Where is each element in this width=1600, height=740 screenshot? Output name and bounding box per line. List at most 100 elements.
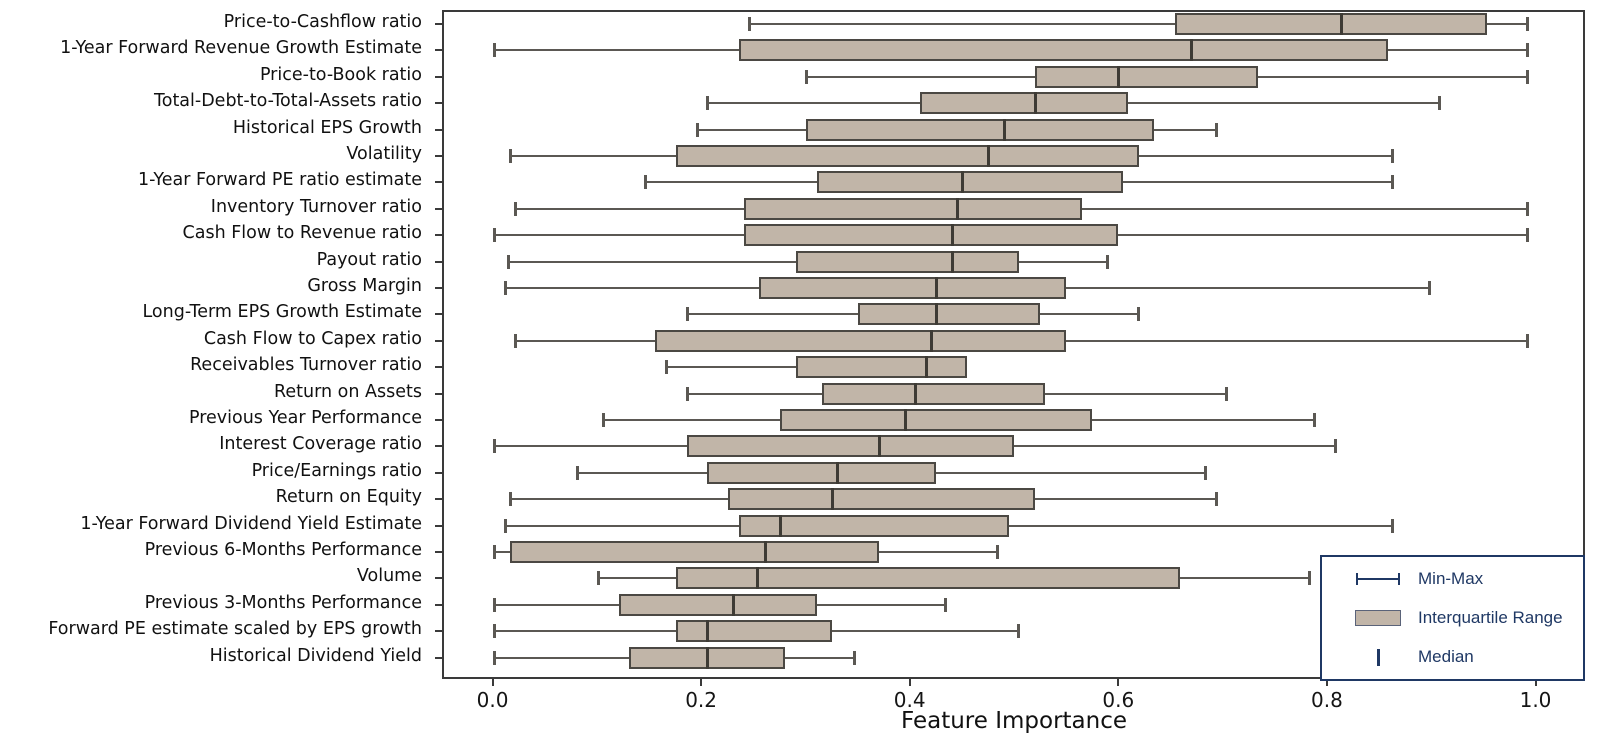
y-tick [435, 551, 442, 553]
legend: Min-Max Interquartile Range Median [1320, 555, 1585, 681]
whisker-cap-max [1526, 69, 1530, 84]
whisker-right [1034, 498, 1217, 501]
whisker-cap-min [503, 518, 507, 533]
whisker-right [1388, 49, 1529, 52]
whisker-cap-min [493, 439, 497, 454]
y-tick [435, 313, 442, 316]
iqr-box [780, 409, 1092, 431]
median-line [706, 646, 710, 669]
y-axis-label: Volume [356, 566, 422, 587]
whisker-left [515, 339, 656, 342]
whisker-cap-min [576, 465, 580, 480]
y-tick [435, 49, 442, 52]
iqr-box [806, 118, 1155, 141]
whisker-right [1180, 577, 1311, 580]
whisker-cap-min [493, 597, 497, 612]
whisker-cap-min [805, 69, 809, 84]
iqr-box [795, 250, 1020, 273]
whisker-cap-min [514, 201, 518, 216]
median-line [831, 488, 835, 511]
whisker-left [494, 49, 739, 52]
y-tick [435, 603, 442, 606]
y-tick [435, 656, 442, 659]
median-line [1002, 118, 1006, 141]
whisker-right [1008, 524, 1394, 527]
y-axis-label: Price-to-Book ratio [259, 64, 422, 85]
iqr-box [619, 593, 817, 616]
median-line [836, 461, 840, 484]
y-axis-label: Inventory Turnover ratio [210, 196, 422, 217]
median-line [903, 409, 907, 431]
x-tick-label: 0.8 [1311, 688, 1343, 712]
whisker-left [515, 207, 744, 210]
y-tick [435, 287, 442, 289]
whisker-right [1065, 287, 1430, 289]
x-tick-label: 0.0 [476, 688, 509, 712]
whisker-right [1123, 181, 1394, 184]
x-tick-label: 0.6 [1102, 688, 1135, 712]
minmax-whisker-icon [1352, 573, 1404, 585]
median-line [1189, 39, 1193, 62]
y-axis-label: Previous 6-Months Performance [144, 540, 422, 560]
whisker-cap-min [508, 492, 512, 507]
y-tick [435, 155, 442, 157]
whisker-cap-max [1526, 17, 1530, 31]
median-line [877, 435, 881, 458]
y-tick [435, 23, 442, 25]
y-axis-label: Previous 3-Months Performance [144, 592, 422, 613]
whisker-left [686, 313, 859, 316]
iqr-box [821, 382, 1046, 405]
whisker-left [806, 75, 1035, 78]
whisker-right [785, 656, 855, 659]
whisker-cap-min [508, 149, 512, 163]
whisker-cap-max [1214, 492, 1218, 507]
median-line [763, 541, 767, 563]
median-line [924, 356, 928, 379]
legend-entry-median: Median [1322, 640, 1583, 674]
y-axis-label: Total-Debt-to-Total-Assets ratio [154, 91, 422, 112]
legend-entry-minmax: Min-Max [1322, 562, 1583, 596]
y-tick [435, 471, 442, 474]
whisker-cap-max [1526, 228, 1530, 243]
median-line [950, 224, 954, 247]
y-axis-label: Volatility [346, 144, 422, 164]
whisker-right [1091, 419, 1316, 421]
whisker-cap-min [685, 386, 689, 401]
whisker-cap-min [597, 571, 601, 586]
whisker-right [1117, 234, 1529, 237]
whisker-right [1014, 445, 1337, 448]
whisker-left [509, 155, 677, 157]
whisker-cap-max [1017, 624, 1021, 639]
whisker-cap-max [1391, 518, 1395, 533]
y-axis-label: Receivables Turnover ratio [190, 355, 422, 376]
median-line [914, 382, 918, 405]
whisker-cap-max [1204, 465, 1208, 480]
y-tick [435, 207, 442, 210]
y-axis-label: Return on Assets [274, 381, 422, 402]
whisker-left [645, 181, 817, 184]
iqr-box [858, 303, 1040, 326]
whisker-right [1045, 392, 1228, 395]
y-tick [435, 419, 442, 421]
median-bar-icon [1352, 648, 1404, 666]
whisker-cap-min [696, 122, 699, 137]
whisker-right [936, 471, 1207, 474]
whisker-cap-max [1526, 43, 1530, 58]
whisker-right [1486, 23, 1529, 25]
y-axis-label: 1-Year Forward PE ratio estimate [137, 170, 422, 191]
x-tick [908, 679, 911, 686]
whisker-cap-min [493, 650, 497, 665]
whisker-left [509, 498, 729, 501]
x-tick [700, 679, 703, 686]
y-axis-label: 1-Year Forward Revenue Growth Estimate [60, 38, 422, 59]
median-line [961, 171, 965, 194]
whisker-cap-max [1214, 122, 1218, 137]
whisker-left [748, 23, 1176, 25]
whisker-left [494, 234, 744, 237]
y-axis-label: Payout ratio [316, 249, 422, 270]
y-axis-label: 1-Year Forward Dividend Yield Estimate [80, 513, 422, 534]
x-tick [491, 679, 494, 686]
whisker-right [1138, 155, 1394, 157]
iqr-box-icon [1352, 610, 1404, 626]
